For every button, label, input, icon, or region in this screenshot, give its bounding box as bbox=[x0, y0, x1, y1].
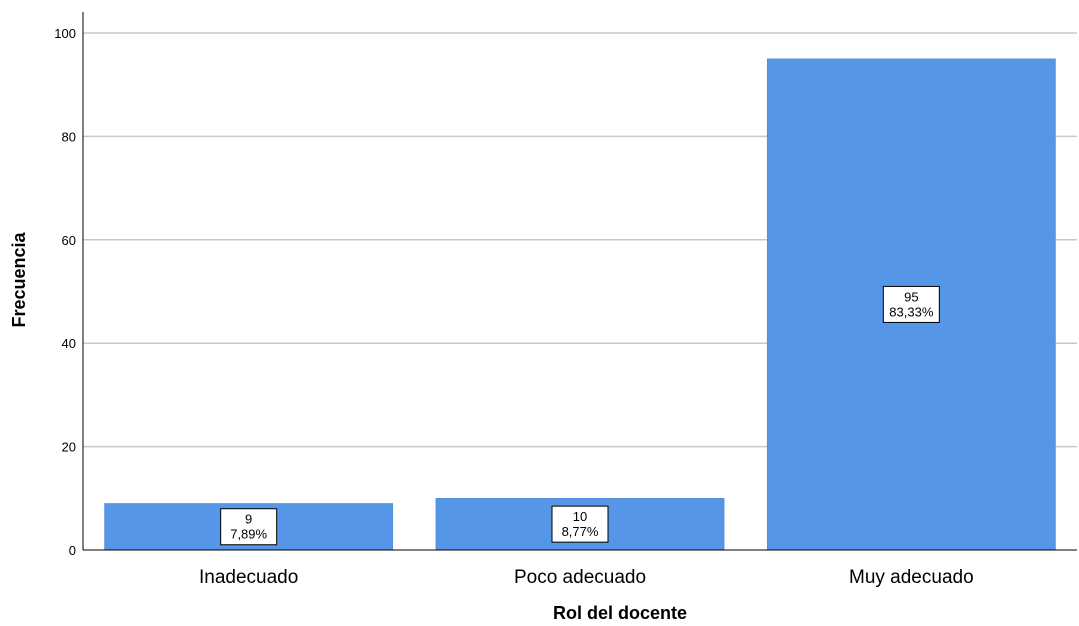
data-label-count: 9 bbox=[245, 512, 252, 527]
y-tick-label: 0 bbox=[69, 543, 76, 558]
data-label-box bbox=[220, 508, 278, 546]
x-category-label: Muy adecuado bbox=[849, 567, 974, 588]
x-category-label: Poco adecuado bbox=[514, 567, 646, 588]
y-tick-label: 100 bbox=[54, 26, 76, 41]
axes bbox=[82, 12, 1077, 551]
y-tick-label: 40 bbox=[62, 336, 76, 351]
data-label-percent: 7,89% bbox=[230, 527, 267, 542]
y-tick-label: 20 bbox=[62, 440, 76, 455]
x-axis-title: Rol del docente bbox=[553, 603, 687, 623]
data-label-box bbox=[551, 505, 609, 543]
data-label-box bbox=[882, 285, 940, 323]
x-category-label: Inadecuado bbox=[199, 567, 298, 588]
x-category-labels: Inadecuado Poco adecuado Muy adecuado bbox=[199, 567, 974, 588]
data-label-percent: 83,33% bbox=[889, 304, 934, 319]
y-tick-label: 60 bbox=[62, 233, 76, 248]
data-label-count: 10 bbox=[573, 509, 587, 524]
y-axis-title: Frecuencia bbox=[9, 231, 29, 327]
y-tick-label: 80 bbox=[62, 129, 76, 144]
data-label-percent: 8,77% bbox=[562, 524, 599, 539]
y-tick-labels: 0 20 40 60 80 100 bbox=[54, 26, 76, 558]
data-label-count: 95 bbox=[904, 289, 918, 304]
